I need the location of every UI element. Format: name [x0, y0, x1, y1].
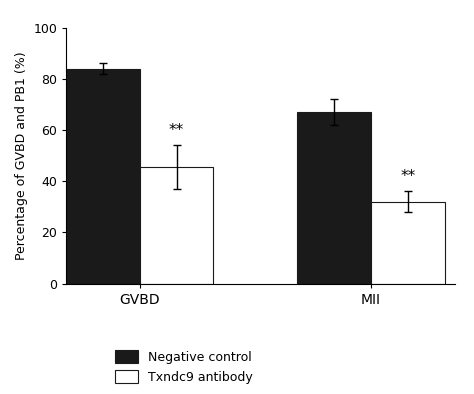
Bar	[298, 112, 371, 284]
Text: **: **	[169, 123, 184, 138]
Legend: Negative control, Txndc9 antibody: Negative control, Txndc9 antibody	[111, 346, 256, 387]
Bar	[140, 167, 213, 284]
Bar	[371, 202, 445, 284]
Y-axis label: Percentage of GVBD and PB1 (%): Percentage of GVBD and PB1 (%)	[15, 51, 28, 260]
Bar	[66, 69, 140, 284]
Text: **: **	[400, 169, 415, 184]
